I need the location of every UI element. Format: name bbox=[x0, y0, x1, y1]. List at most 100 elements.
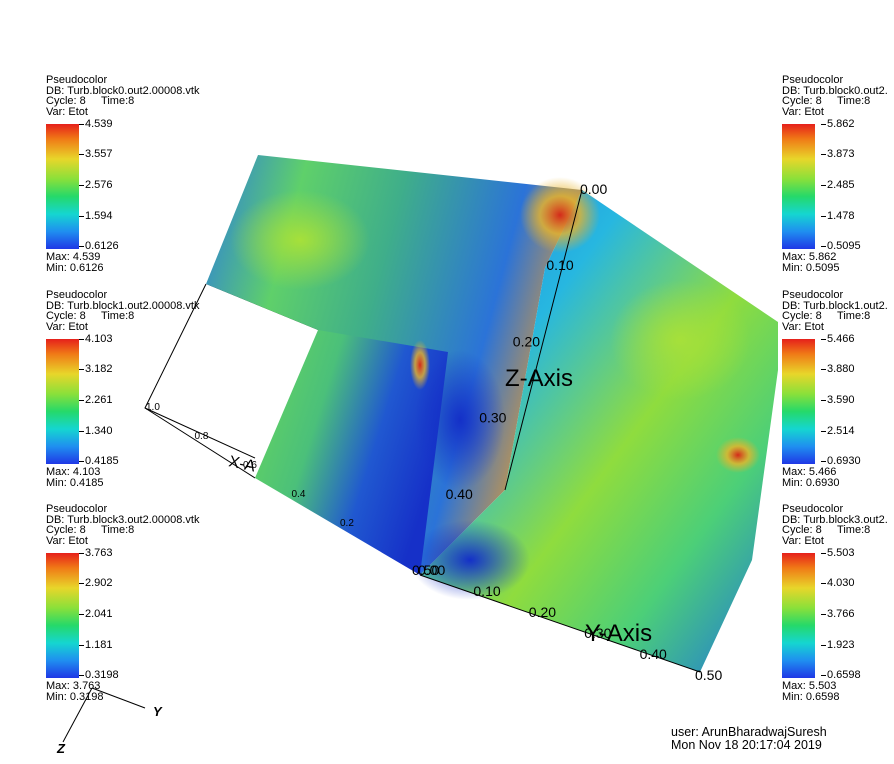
y-tick-label: 0.50 bbox=[695, 667, 722, 683]
legend-tick: 5.862 bbox=[821, 118, 855, 130]
legend-tick: 5.503 bbox=[821, 547, 855, 559]
legend-var: Var: Etot bbox=[782, 105, 824, 118]
legend-cycle: Cycle: 8 Time:8 bbox=[46, 95, 135, 107]
legend-plot: Pseudocolor bbox=[46, 74, 108, 86]
legend-db: DB: Turb.block1.out2. bbox=[782, 299, 888, 312]
y-tick-label: 0.10 bbox=[473, 583, 500, 599]
z-tick-label: 0.30 bbox=[479, 410, 506, 426]
legend-var: Var: Etot bbox=[46, 105, 88, 118]
legend-db: DB: Turb.block1.out2.00008.vtk bbox=[46, 299, 200, 312]
legend-tick: 3.590 bbox=[821, 394, 855, 406]
legend-var: Var: Etot bbox=[46, 534, 88, 547]
x-tick-label: 0.4 bbox=[292, 489, 306, 500]
legend-plot: Pseudocolor bbox=[782, 74, 844, 86]
legend-tick: 0.6930 bbox=[821, 455, 861, 467]
legend-max: Max: 5.503 bbox=[782, 680, 837, 692]
legend-var: Var: Etot bbox=[782, 534, 824, 547]
warmspot bbox=[610, 280, 750, 400]
legend-colorbar bbox=[46, 553, 79, 678]
legend-tick: 0.6598 bbox=[821, 669, 861, 681]
y-tick-label: 0.20 bbox=[529, 604, 556, 620]
legend-tick: 2.041 bbox=[79, 608, 113, 620]
legend-colorbar bbox=[782, 339, 815, 464]
user-annotation: user: ArunBharadwajSuresh Mon Nov 18 20:… bbox=[671, 726, 827, 752]
timestamp: Mon Nov 18 20:17:04 2019 bbox=[671, 738, 822, 752]
triad-y-label: Y bbox=[153, 704, 163, 719]
bounding-box bbox=[144, 189, 701, 673]
axis-triad bbox=[62, 687, 146, 743]
legend-block1-right: Pseudocolor DB: Turb.block1.out2. Cycle:… bbox=[782, 289, 892, 488]
legend-tick: 2.902 bbox=[79, 577, 113, 589]
coldspot bbox=[410, 520, 530, 600]
legend-tick: 0.5095 bbox=[821, 240, 861, 252]
legend-cycle: Cycle: 8 Time:8 bbox=[782, 95, 871, 107]
legend-plot: Pseudocolor bbox=[46, 503, 108, 515]
surface-front-left bbox=[255, 330, 448, 575]
legend-tick: 2.576 bbox=[79, 179, 113, 191]
legend-tick: 2.261 bbox=[79, 394, 113, 406]
legend-tick: 1.181 bbox=[79, 639, 113, 651]
legend-tick: 1.478 bbox=[821, 210, 855, 222]
legend-min: Min: 0.6598 bbox=[782, 691, 840, 703]
legend-tick: 4.103 bbox=[79, 333, 113, 345]
x-tick-label: 0.8 bbox=[195, 431, 209, 442]
x-tick-label: 0.2 bbox=[340, 518, 354, 529]
legend-tick: 3.873 bbox=[821, 148, 855, 160]
legend-tick: 3.763 bbox=[79, 547, 113, 559]
y-tick-label: 0.40 bbox=[640, 646, 667, 662]
z-tick-label: 0.50 bbox=[412, 562, 439, 578]
legend-tick: 1.340 bbox=[79, 425, 113, 437]
user-name: user: ArunBharadwajSuresh bbox=[671, 725, 827, 739]
legend-var: Var: Etot bbox=[46, 320, 88, 333]
legend-tick: 2.514 bbox=[821, 425, 855, 437]
legend-block3-left: Pseudocolor DB: Turb.block3.out2.00008.v… bbox=[46, 503, 200, 702]
legend-cycle: Cycle: 8 Time:8 bbox=[46, 524, 135, 536]
hotspot bbox=[716, 437, 760, 473]
legend-min: Min: 0.6126 bbox=[46, 262, 104, 274]
legend-tick: 1.594 bbox=[79, 210, 113, 222]
legend-max: Max: 4.539 bbox=[46, 251, 101, 263]
coldspot bbox=[415, 350, 505, 490]
y-tick-label: 0.30 bbox=[584, 625, 611, 641]
legend-max: Max: 4.103 bbox=[46, 466, 101, 478]
legend-tick: 0.6126 bbox=[79, 240, 119, 252]
x-tick-label: 0.6 bbox=[243, 460, 257, 471]
legend-colorbar bbox=[782, 124, 815, 249]
legend-tick: 3.182 bbox=[79, 363, 113, 375]
y-axis-ticks: 0.00 0.10 0.20 0.30 0.40 0.50 bbox=[418, 562, 722, 683]
legend-tick: 4.030 bbox=[821, 577, 855, 589]
x-tick-label: 1.0 bbox=[146, 402, 160, 413]
legend-db: DB: Turb.block0.out2.00008.vtk bbox=[46, 84, 200, 97]
legend-block0-left: Pseudocolor DB: Turb.block0.out2.00008.v… bbox=[46, 74, 200, 273]
legend-plot: Pseudocolor bbox=[46, 289, 108, 301]
legend-max: Max: 3.763 bbox=[46, 680, 101, 692]
z-axis-title: Z-Axis bbox=[505, 365, 573, 392]
x-axis-title: X-A bbox=[227, 453, 257, 475]
legend-min: Min: 0.5095 bbox=[782, 262, 840, 274]
legend-tick: 0.3198 bbox=[79, 669, 119, 681]
z-axis-ticks: 0.00 0.10 0.20 0.30 0.40 0.50 bbox=[412, 181, 607, 578]
legend-db: DB: Turb.block3.out2.00008.vtk bbox=[46, 513, 200, 526]
x-axis-ticks: 1.0 0.8 0.6 0.4 0.2 bbox=[146, 402, 354, 529]
triad-z-label: Z bbox=[56, 741, 66, 756]
legend-colorbar bbox=[46, 339, 79, 464]
warmspot bbox=[230, 190, 370, 290]
legend-db: DB: Turb.block3.out2. bbox=[782, 513, 888, 526]
z-tick-label: 0.20 bbox=[513, 333, 540, 349]
legend-cycle: Cycle: 8 Time:8 bbox=[782, 524, 871, 536]
legend-max: Max: 5.466 bbox=[782, 466, 837, 478]
legend-plot: Pseudocolor bbox=[782, 503, 844, 515]
legend-tick: 4.539 bbox=[79, 118, 113, 130]
legend-tick: 2.485 bbox=[821, 179, 855, 191]
legend-min: Min: 0.4185 bbox=[46, 477, 104, 489]
legend-tick: 1.923 bbox=[821, 639, 855, 651]
legend-block3-right: Pseudocolor DB: Turb.block3.out2. Cycle:… bbox=[782, 503, 892, 702]
legend-cycle: Cycle: 8 Time:8 bbox=[46, 310, 135, 322]
legend-max: Max: 5.862 bbox=[782, 251, 837, 263]
legend-colorbar bbox=[46, 124, 79, 249]
legend-block0-right: Pseudocolor DB: Turb.block0.out2. Cycle:… bbox=[782, 74, 892, 273]
legend-plot: Pseudocolor bbox=[782, 289, 844, 301]
legend-tick: 3.880 bbox=[821, 363, 855, 375]
legend-db: DB: Turb.block0.out2. bbox=[782, 84, 888, 97]
